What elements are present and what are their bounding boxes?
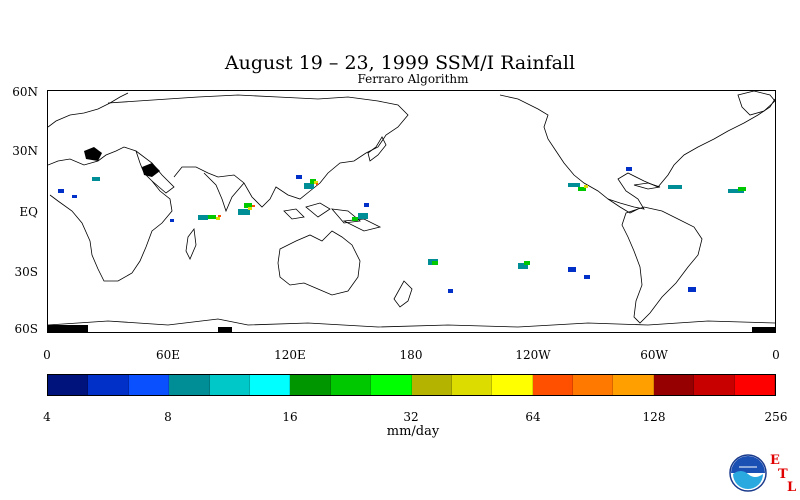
colorbar-segment-5 [249,375,291,395]
etl-letter-l: L [787,480,797,495]
lat-label-30n: 30N [12,144,38,158]
rainfall-patches [58,167,746,293]
coastlines [48,91,775,328]
colorbar-segment-12 [532,375,574,395]
colorbar-segment-9 [411,375,452,395]
colorbar-segment-6 [290,375,331,395]
rainfall-map-svg [48,91,775,332]
colorbar [47,374,776,396]
colorbar-segment-2 [128,375,170,395]
etl-letter-t: T [778,467,788,482]
colorbar-segment-11 [492,375,533,395]
colorbar-segment-4 [209,375,250,395]
colorbar-segment-17 [734,375,776,395]
colorbar-tick-4: 4 [43,410,51,424]
lat-label-60n: 60N [12,85,38,99]
lon-label-60w: 60W [640,348,668,362]
colorbar-segment-7 [330,375,372,395]
colorbar-tick-16: 16 [282,410,298,424]
lon-label-0: 0 [43,348,51,362]
lon-label-120w: 120W [515,348,551,362]
colorbar-segment-14 [613,375,654,395]
colorbar-tick-32: 32 [403,410,419,424]
colorbar-segment-1 [88,375,129,395]
colorbar-segment-15 [653,375,695,395]
noaa-logo-icon [729,454,767,492]
lat-label-eq: EQ [19,205,38,219]
colorbar-tick-8: 8 [164,410,172,424]
lat-label-60s: 60S [14,322,39,336]
etl-letter-e: E [770,453,780,468]
colorbar-segment-8 [371,375,412,395]
rainfall-map [47,90,776,333]
lon-label-180: 180 [399,348,423,362]
lon-label-60e: 60E [155,348,181,362]
map-title: August 19 – 23, 1999 SSM/I Rainfall [224,52,576,74]
colorbar-segment-16 [694,375,735,395]
lon-label-120e: 120E [274,348,306,362]
colorbar-tick-128: 128 [642,410,666,424]
colorbar-segment-3 [169,375,210,395]
colorbar-segment-13 [573,375,614,395]
lat-label-30s: 30S [14,265,39,279]
lon-label-0-end: 0 [772,348,780,362]
colorbar-tick-64: 64 [525,410,541,424]
filled-land-features [48,147,775,332]
colorbar-units: mm/day [386,424,440,439]
colorbar-tick-256: 256 [764,410,788,424]
colorbar-segment-0 [48,375,89,395]
map-subtitle: Ferraro Algorithm [357,72,469,86]
colorbar-segment-10 [451,375,493,395]
